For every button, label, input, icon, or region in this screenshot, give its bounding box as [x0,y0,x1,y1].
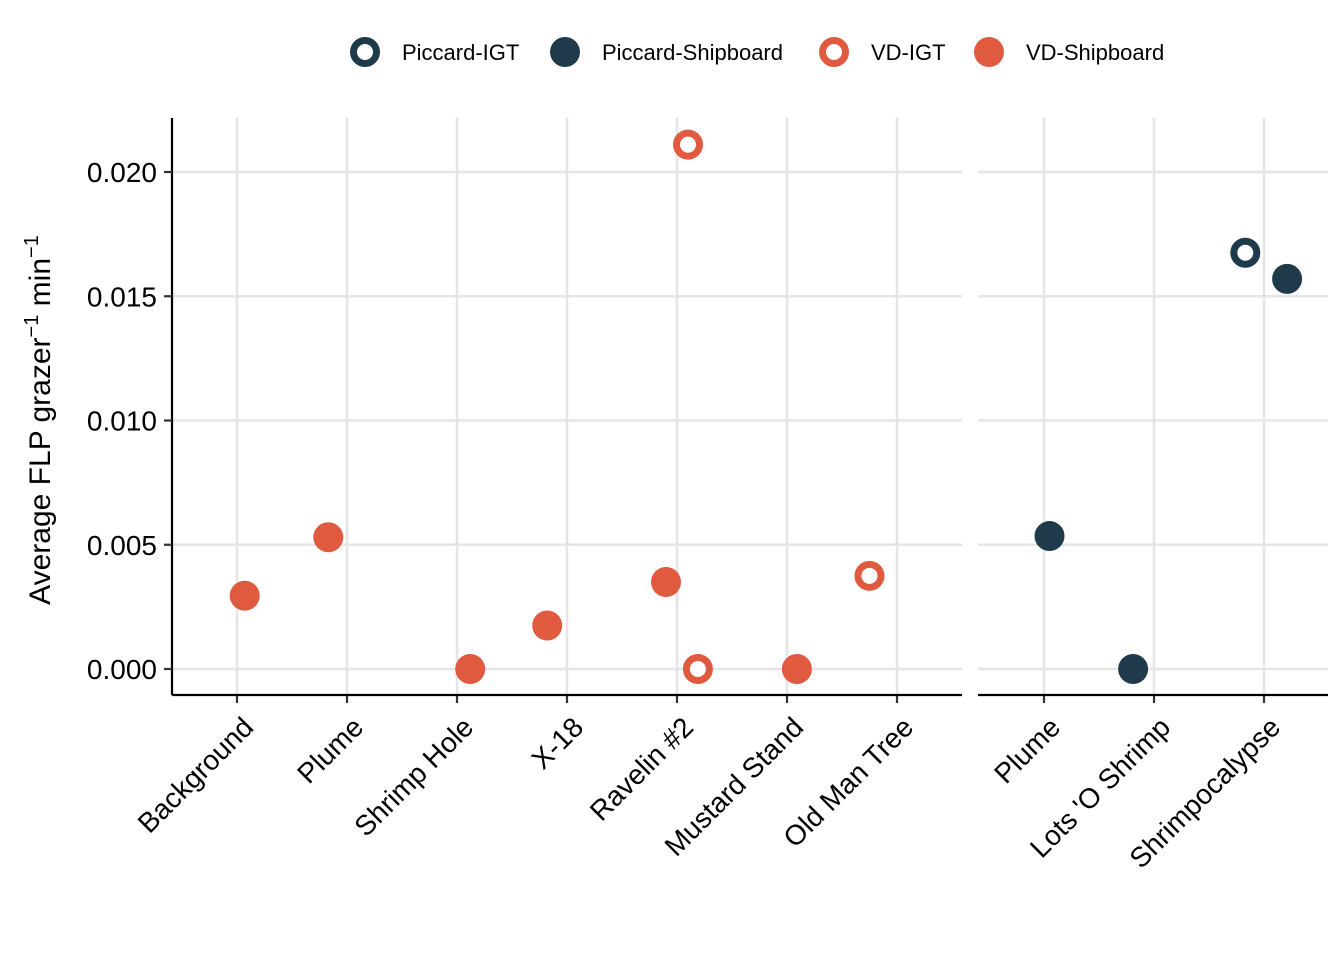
point-vd-igt-ravelin-2 [682,654,713,684]
y-axis-title-sup2: −1 [21,235,43,258]
y-axis-title-mid: min [24,258,57,315]
x-tick-label-shrimp-hole: Shrimp Hole [348,711,479,842]
point-vd-shipboard-shrimp-hole [455,654,486,684]
x-tick-label-plume: Plume [988,711,1066,789]
legend-item-piccard-shipboard: Piccard-Shipboard [550,37,783,67]
point-piccard-shipboard-shrimpocalypse [1272,263,1303,294]
point-vd-igt-ravelin-2 [673,129,703,160]
legend-key-piccard-igt [350,37,380,67]
x-tick-label-background: Background [132,711,260,839]
y-tick-label: 0.000 [87,654,157,685]
y-tick-label: 0.015 [87,281,157,312]
y-tick-label: 0.010 [87,406,157,437]
legend-item-vd-igt: VD-IGT [819,37,946,67]
legend-key-vd-igt [819,37,849,67]
x-tick-label-x-18: X-18 [525,711,589,775]
legend-label-vd-shipboard: VD-Shipboard [1026,40,1164,65]
point-piccard-shipboard-plume [1034,521,1065,552]
point-vd-shipboard-plume [313,522,344,553]
point-vd-shipboard-mustard-stand [781,654,812,684]
point-piccard-shipboard-lots-o-shrimp [1118,654,1149,684]
legend-item-piccard-igt: Piccard-IGT [350,37,519,67]
y-tick-label: 0.020 [87,157,157,188]
x-tick-label-ravelin-2: Ravelin #2 [584,711,699,826]
y-tick-label: 0.005 [87,530,157,561]
legend-item-vd-shipboard: VD-Shipboard [974,37,1164,67]
y-axis-title-sup1: −1 [21,315,43,338]
legend: Piccard-IGT Piccard-Shipboard VD-IGT VD-Shi… [350,37,1164,67]
y-axis: 0.000 0.005 0.010 0.015 0.020 [87,118,174,695]
point-vd-shipboard-background [229,580,260,611]
y-axis-title-main: Average FLP grazer [24,337,57,604]
legend-label-piccard-igt: Piccard-IGT [402,40,519,65]
legend-label-vd-igt: VD-IGT [871,40,946,65]
point-vd-igt-old-man-tree [854,560,885,591]
legend-key-vd-shipboard [974,37,1004,67]
x-tick-label-plume: Plume [291,711,369,789]
y-axis-title: Average FLP grazer−1 min−1 [21,235,57,605]
point-piccard-igt-shrimpocalypse [1230,237,1261,268]
point-vd-shipboard-x-18 [532,610,563,641]
legend-key-piccard-shipboard [550,37,580,67]
point-vd-shipboard-ravelin-2 [651,567,681,598]
legend-label-piccard-shipboard: Piccard-Shipboard [602,40,783,65]
